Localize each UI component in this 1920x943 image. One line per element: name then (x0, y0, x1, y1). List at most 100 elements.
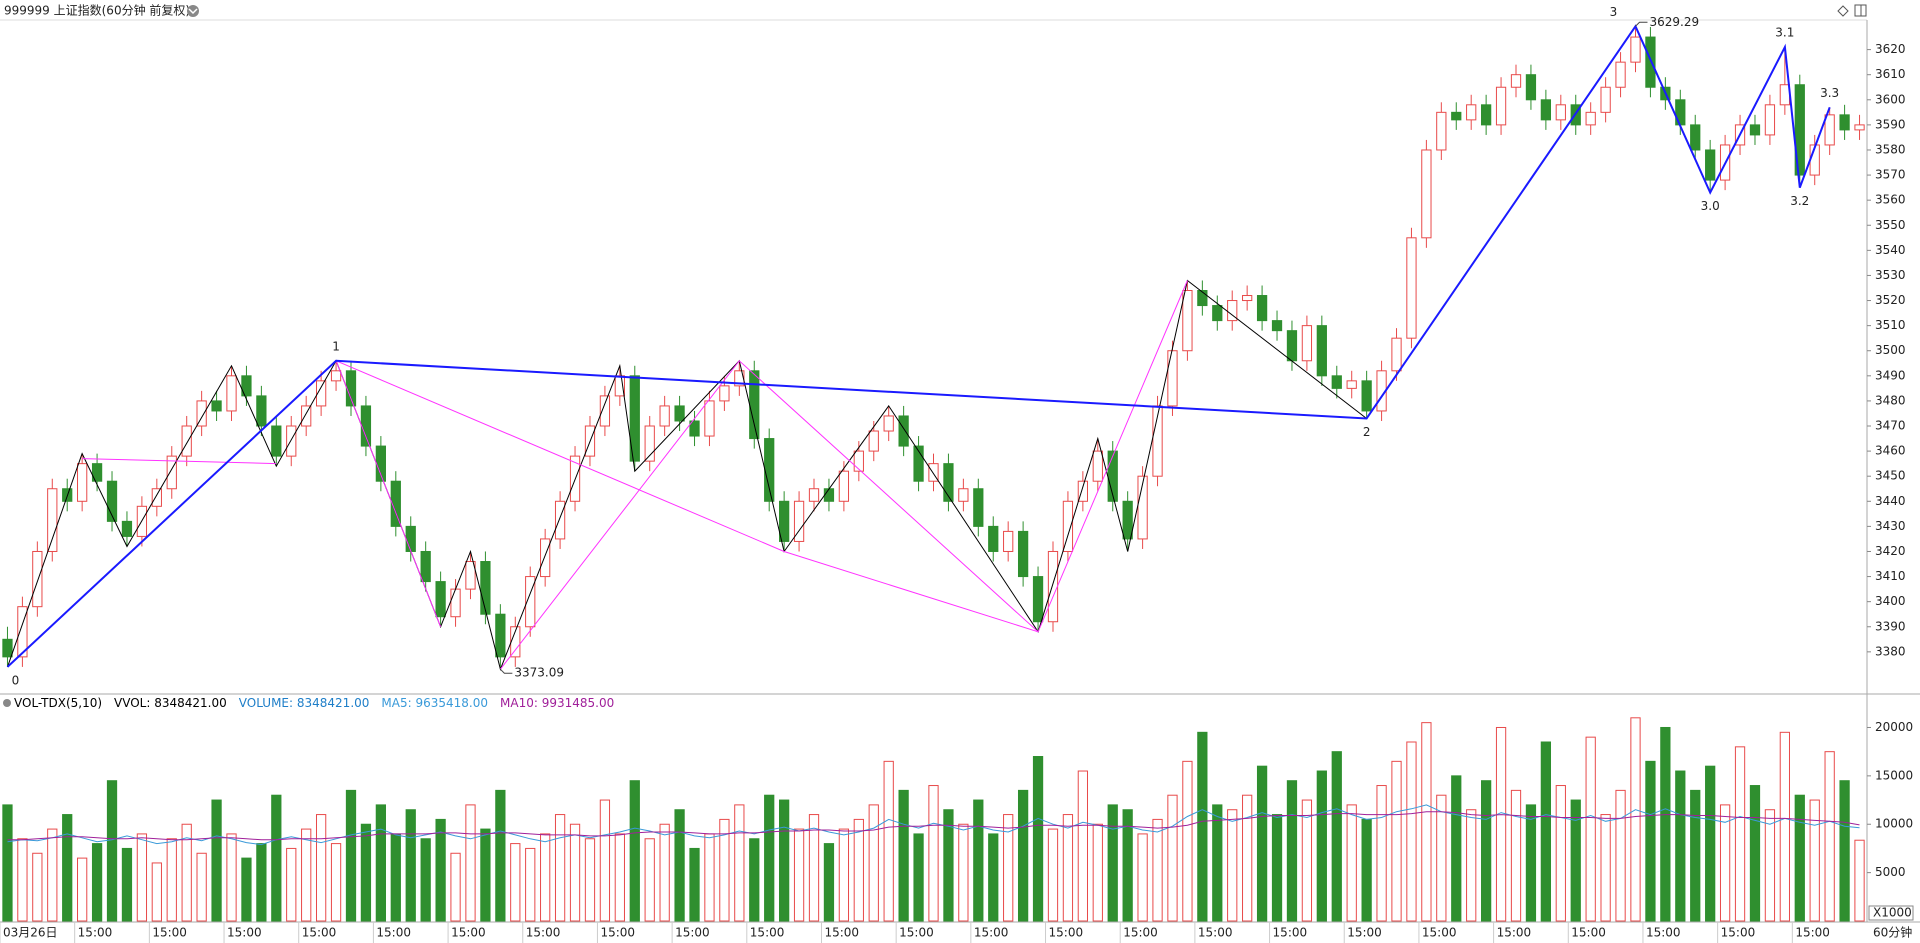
y-tick-label: 3590 (1875, 117, 1906, 131)
y-tick-label: 3520 (1875, 293, 1906, 307)
vvol-label: VVOL: 8348421.00 (114, 696, 227, 710)
candle-body (1092, 450, 1103, 482)
y-tick-label: 3390 (1875, 619, 1906, 633)
wave-line (7, 279, 1367, 671)
candle-body (1316, 325, 1327, 377)
volume-bar (868, 804, 879, 922)
candle-body (77, 463, 88, 502)
volume-bar (1361, 818, 1372, 922)
volume-bar (569, 823, 581, 922)
candle-body (1764, 104, 1776, 136)
volume-bar (495, 789, 506, 922)
volume-bar (1197, 731, 1208, 922)
candle-body (1032, 576, 1044, 623)
candle-body (405, 525, 416, 552)
volume-header: VOL-TDX(5,10) VVOL: 8348421.00 VOLUME: 834… (14, 695, 626, 711)
volume-bar (1077, 770, 1088, 922)
volume-bar (420, 838, 431, 922)
indicator-menu-icon[interactable] (3, 699, 11, 707)
candle-body (465, 561, 476, 590)
candle-body (301, 405, 312, 427)
volume-bar (106, 780, 118, 922)
period-label: 60分钟 (1873, 925, 1912, 940)
toolbar-icon[interactable] (1837, 5, 1849, 17)
volume-bar (1436, 794, 1447, 922)
volume-bar (1152, 818, 1163, 922)
x-tick-label: 15:00 (750, 926, 785, 940)
volume-bar (480, 828, 491, 922)
candle-body (1271, 320, 1283, 332)
volume-bar (599, 799, 611, 922)
candle-body (599, 395, 611, 427)
wave-label: 3.0 (1701, 199, 1720, 213)
candle-body (1749, 124, 1761, 136)
candle-body (1003, 530, 1014, 552)
candle-body (1705, 149, 1716, 181)
volume-bar (1256, 765, 1268, 922)
candle-body (17, 606, 28, 658)
volume-bar (1406, 741, 1417, 922)
volume-bar (1719, 804, 1731, 922)
volume-bar (793, 828, 805, 922)
x-tick-label: 15:00 (376, 926, 411, 940)
wave-line (82, 458, 277, 465)
y-tick-label: 3410 (1875, 569, 1906, 583)
candle-body (1137, 475, 1148, 540)
volume-bar (823, 843, 835, 922)
volume-bar (719, 818, 730, 922)
candle-body (106, 480, 118, 522)
legend-entry: VOLUME: 8348421.00 (238, 696, 370, 710)
volume-bar (226, 833, 237, 922)
wave-label: 1 (332, 339, 340, 353)
candle-body (1481, 104, 1492, 126)
volume-bar (1032, 756, 1044, 922)
candle-body (868, 430, 879, 452)
candle-body (1510, 74, 1522, 88)
extreme-label: 3629.29 (1649, 15, 1699, 29)
candle-body (1017, 530, 1029, 578)
volume-bar (1451, 775, 1462, 922)
volume-bar (360, 823, 372, 922)
volume-bar (1092, 823, 1103, 922)
candle-body (629, 375, 640, 462)
x-tick-label: 15:00 (1347, 926, 1382, 940)
candle-body (973, 488, 984, 527)
y-tick-label: 3580 (1875, 142, 1906, 156)
y-tick-label: 3450 (1875, 469, 1906, 483)
y-tick-label: 3440 (1875, 494, 1906, 508)
y-tick-label: 3470 (1875, 419, 1906, 433)
candle-body (256, 395, 267, 427)
title-menu-icon[interactable] (187, 5, 199, 17)
volume-bar (315, 814, 327, 922)
volume-bar (614, 833, 625, 922)
volume-bar (883, 760, 894, 922)
x-tick-label: 15:00 (526, 926, 561, 940)
volume-bar (241, 857, 252, 922)
x-tick-label: 15:00 (1646, 926, 1681, 940)
y-tick-label: 3530 (1875, 268, 1906, 282)
volume-bar (1212, 804, 1223, 922)
volume-bar (32, 852, 43, 922)
candle-body (420, 550, 431, 583)
candle-body (1690, 124, 1701, 151)
x-tick-label: 15:00 (1273, 926, 1308, 940)
candle-body (1600, 86, 1611, 113)
volume-bar (47, 828, 58, 922)
volume-bar (1794, 794, 1805, 922)
volume-bar (1481, 780, 1492, 922)
candle-body (823, 488, 835, 502)
candle-body (779, 500, 790, 542)
candle-body (1062, 500, 1074, 552)
candle-body (1197, 290, 1208, 307)
volume-bar (928, 785, 939, 922)
volume-bar (1630, 717, 1641, 922)
x-tick-label: 15:00 (152, 926, 187, 940)
candle-body (121, 520, 133, 537)
y-tick-label: 3380 (1875, 644, 1906, 658)
candle-body (659, 405, 670, 427)
volume-bar (166, 838, 177, 922)
candle-body (151, 488, 162, 507)
volume-bar (1809, 799, 1820, 922)
x-tick-label: 15:00 (1571, 926, 1606, 940)
volume-bar (2, 804, 13, 922)
